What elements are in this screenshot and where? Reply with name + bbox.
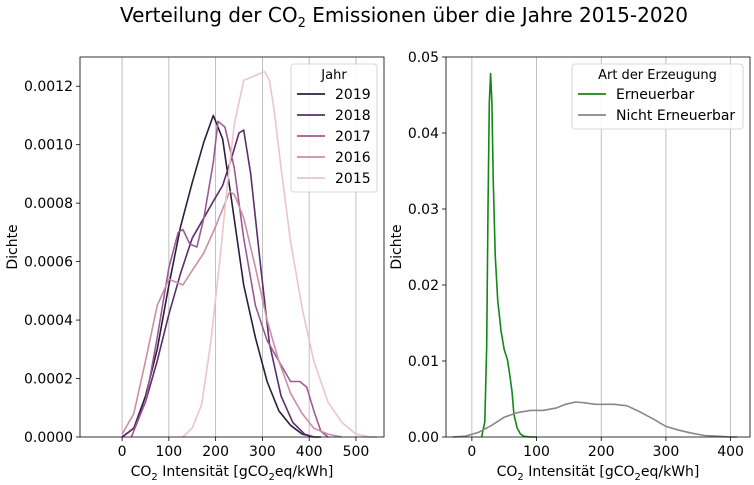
x-axis-label: CO2 Intensität [gCO2eq/kWh] <box>497 464 700 483</box>
x-tick-label: 300 <box>653 444 680 460</box>
x-axis-label: CO2 Intensität [gCO2eq/kWh] <box>131 464 334 483</box>
y-axis-label: Dichte <box>389 224 405 269</box>
y-tick-label: 0.05 <box>408 50 439 66</box>
figure-title: Verteilung der CO2 Emissionen über die J… <box>120 3 688 31</box>
series-line-2018 <box>121 129 315 438</box>
chart-right: 0 100 200 300 400 0.00 0.01 0.02 0.03 0.04 0.05 CO2… <box>389 50 751 483</box>
y-tick-label: 0.0002 <box>24 372 73 388</box>
legend-title: Art der Erzeugung <box>598 68 717 83</box>
y-tick-label: 0.0008 <box>24 196 73 212</box>
y-tick-label: 0.04 <box>408 126 439 142</box>
x-tick-label: 0 <box>118 444 127 460</box>
legend-frame <box>571 63 744 130</box>
series-line-erneuerbar <box>480 72 537 438</box>
legend-title: Jahr <box>320 68 347 83</box>
legend: Jahr 2019 2018 2017 2016 2015 <box>290 63 378 193</box>
x-tick-label: 100 <box>155 444 182 460</box>
legend-frame <box>290 63 378 193</box>
x-tick-label: 500 <box>343 444 370 460</box>
legend-entry: 2016 <box>335 150 371 166</box>
series-line-2019 <box>121 114 321 438</box>
chart-left: 0 100 200 300 400 500 0.0000 0.0002 0.0004 0.0006… <box>5 56 385 483</box>
legend-entry: 2018 <box>335 108 371 124</box>
y-tick-label: 0.02 <box>408 278 439 294</box>
x-tick-label: 200 <box>202 444 229 460</box>
y-tick-label: 0.00 <box>408 430 439 446</box>
x-tick-label: 400 <box>296 444 323 460</box>
y-tick-label: 0.0004 <box>24 313 73 329</box>
y-tick-label: 0.0006 <box>24 255 73 271</box>
y-tick-label: 0.0012 <box>24 79 73 95</box>
x-tick-label: 100 <box>523 444 550 460</box>
y-tick-label: 0.0010 <box>24 138 73 154</box>
legend: Art der Erzeugung Erneuerbar Nicht Erneuer… <box>571 63 744 130</box>
series-line-2017 <box>130 120 329 438</box>
legend-entry: Nicht Erneuerbar <box>616 108 735 124</box>
axes-frame <box>79 56 385 438</box>
series-line-2016 <box>121 190 343 438</box>
legend-entry: 2015 <box>335 171 371 187</box>
legend-entry: 2017 <box>335 129 371 145</box>
legend-entry: 2019 <box>335 87 371 103</box>
series-line-nicht-erneuerbar <box>452 401 738 438</box>
y-tick-label: 0.01 <box>408 354 439 370</box>
legend-entry: Erneuerbar <box>616 87 695 103</box>
axes-frame <box>445 56 751 438</box>
x-tick-label: 200 <box>588 444 615 460</box>
x-tick-label: 0 <box>467 444 476 460</box>
y-tick-label: 0.03 <box>408 202 439 218</box>
series-line-2015 <box>182 70 377 438</box>
y-tick-label: 0.0000 <box>24 430 73 446</box>
x-tick-label: 300 <box>249 444 276 460</box>
y-axis-label: Dichte <box>5 224 21 269</box>
x-tick-label: 400 <box>717 444 744 460</box>
